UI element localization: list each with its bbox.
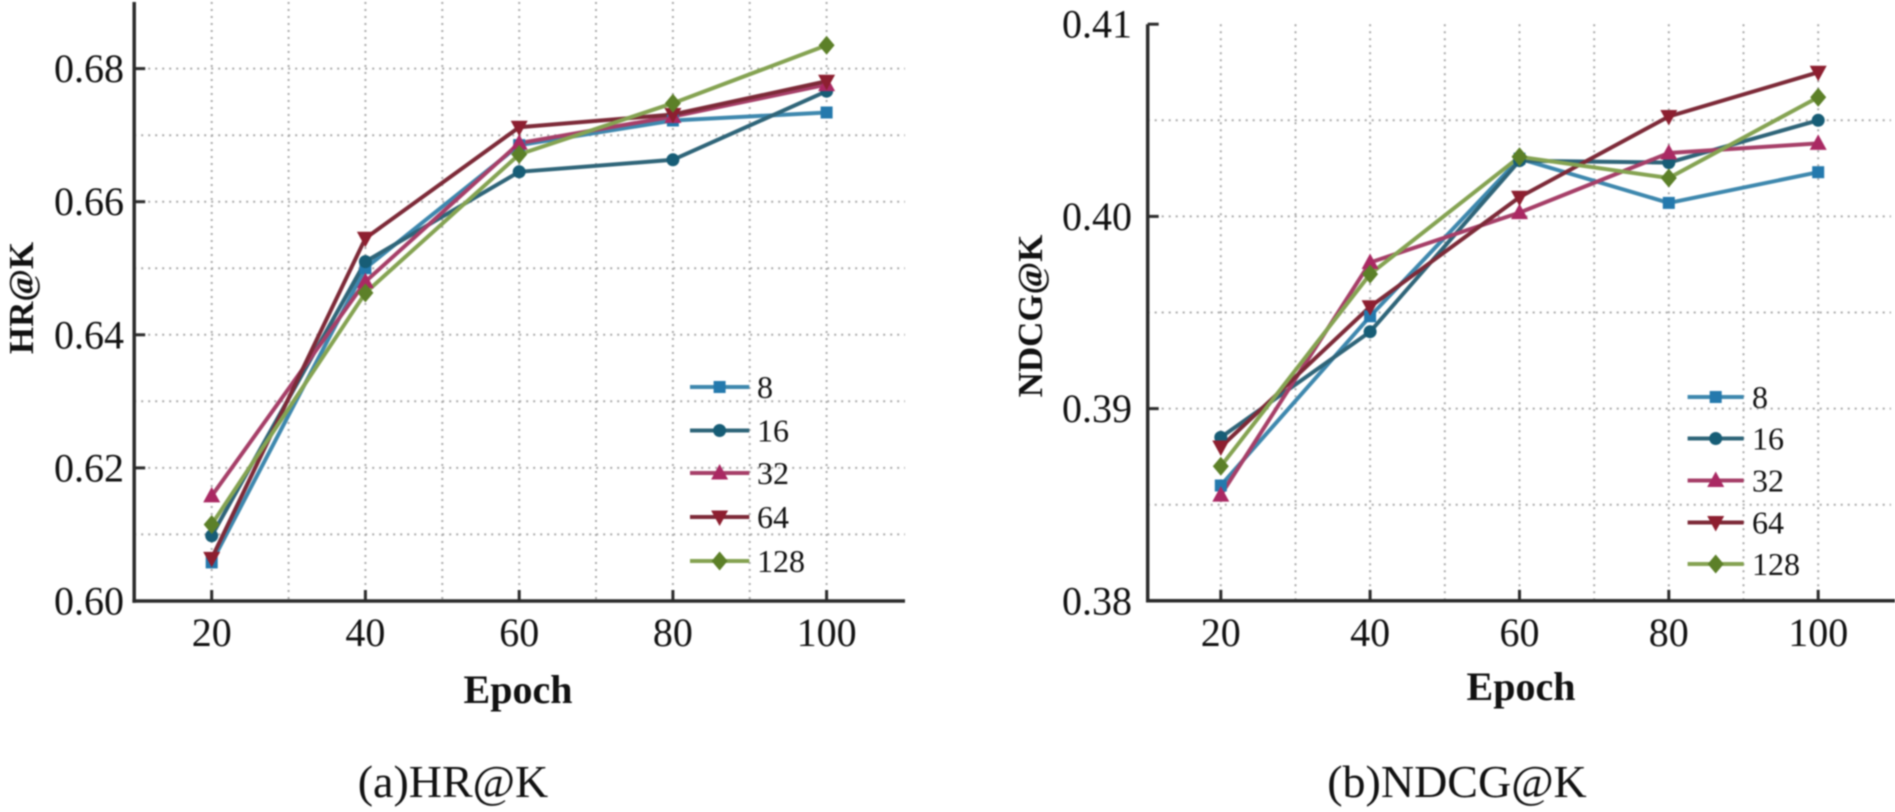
svg-text:80: 80: [1649, 610, 1689, 655]
svg-text:(a)HR@K: (a)HR@K: [358, 756, 549, 807]
svg-text:128: 128: [1752, 546, 1800, 582]
svg-text:NDCG@K: NDCG@K: [1011, 235, 1050, 398]
svg-text:8: 8: [757, 369, 773, 405]
svg-text:0.66: 0.66: [54, 179, 124, 224]
svg-text:32: 32: [1752, 463, 1784, 499]
svg-text:100: 100: [1788, 610, 1848, 655]
svg-text:0.60: 0.60: [54, 579, 124, 624]
svg-text:32: 32: [757, 455, 789, 491]
svg-text:0.68: 0.68: [54, 46, 124, 91]
svg-text:80: 80: [653, 610, 693, 655]
svg-text:64: 64: [1752, 505, 1784, 541]
svg-text:60: 60: [499, 610, 539, 655]
svg-text:40: 40: [1350, 610, 1390, 655]
svg-text:0.40: 0.40: [1062, 194, 1132, 239]
svg-text:100: 100: [797, 610, 857, 655]
svg-text:0.64: 0.64: [54, 312, 124, 357]
svg-text:128: 128: [757, 543, 805, 579]
svg-text:0.39: 0.39: [1062, 386, 1132, 431]
svg-text:0.41: 0.41: [1062, 2, 1132, 47]
svg-text:(b)NDCG@K: (b)NDCG@K: [1327, 756, 1587, 807]
svg-text:40: 40: [345, 610, 385, 655]
svg-text:20: 20: [192, 610, 232, 655]
svg-text:20: 20: [1201, 610, 1241, 655]
svg-text:Epoch: Epoch: [1467, 664, 1576, 709]
svg-text:8: 8: [1752, 379, 1768, 415]
svg-text:0.62: 0.62: [54, 445, 124, 490]
svg-text:16: 16: [1752, 421, 1784, 457]
svg-text:HR@K: HR@K: [2, 242, 41, 354]
svg-text:16: 16: [757, 413, 789, 449]
svg-text:Epoch: Epoch: [464, 667, 573, 712]
svg-text:64: 64: [757, 499, 789, 535]
svg-text:0.38: 0.38: [1062, 578, 1132, 623]
svg-text:60: 60: [1500, 610, 1540, 655]
